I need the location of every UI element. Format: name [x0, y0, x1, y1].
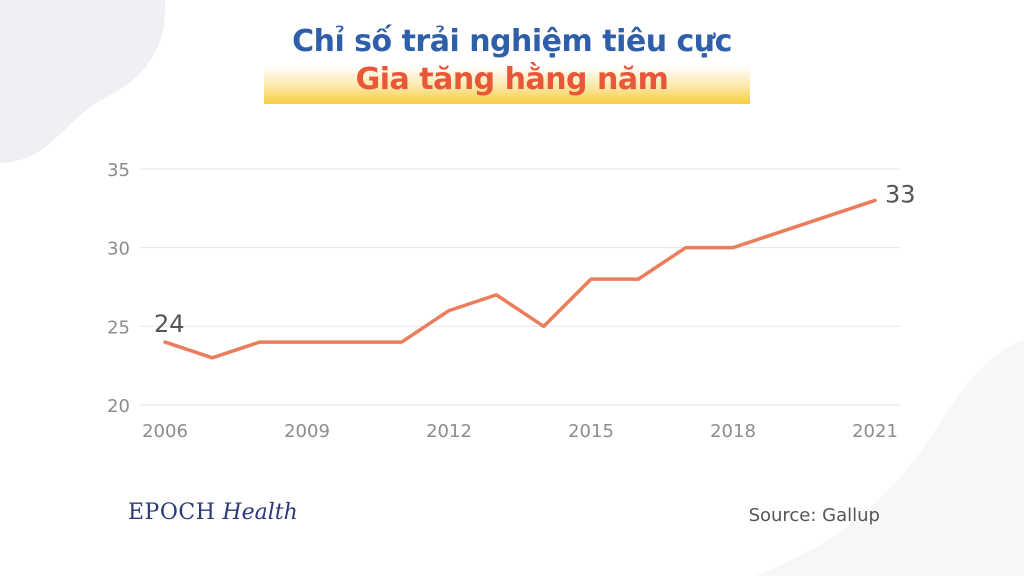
- brand-logo-part2: Health: [222, 500, 298, 525]
- y-tick-label: 30: [107, 239, 130, 260]
- brand-logo: EPOCH Health: [128, 500, 298, 525]
- y-tick-label: 20: [107, 396, 130, 417]
- brand-logo-part1: EPOCH: [128, 500, 216, 525]
- chart-subtitle: Gia tăng hằng năm: [355, 62, 669, 97]
- source-note: Source: Gallup: [748, 505, 880, 526]
- series-line-0: [163, 198, 877, 360]
- x-tick-label: 2021: [852, 421, 898, 442]
- data-label: 24: [154, 310, 185, 338]
- title-highlight-bar: [264, 66, 750, 104]
- chart-title: Chỉ số trải nghiệm tiêu cực: [292, 24, 732, 59]
- x-tick-label: 2012: [426, 421, 472, 442]
- x-tick-label: 2006: [142, 421, 188, 442]
- y-tick-label: 25: [107, 317, 130, 338]
- x-tick-label: 2015: [568, 421, 614, 442]
- x-tick-label: 2009: [284, 421, 330, 442]
- y-tick-label: 35: [107, 160, 130, 181]
- data-label: 33: [885, 180, 916, 208]
- x-tick-label: 2018: [710, 421, 756, 442]
